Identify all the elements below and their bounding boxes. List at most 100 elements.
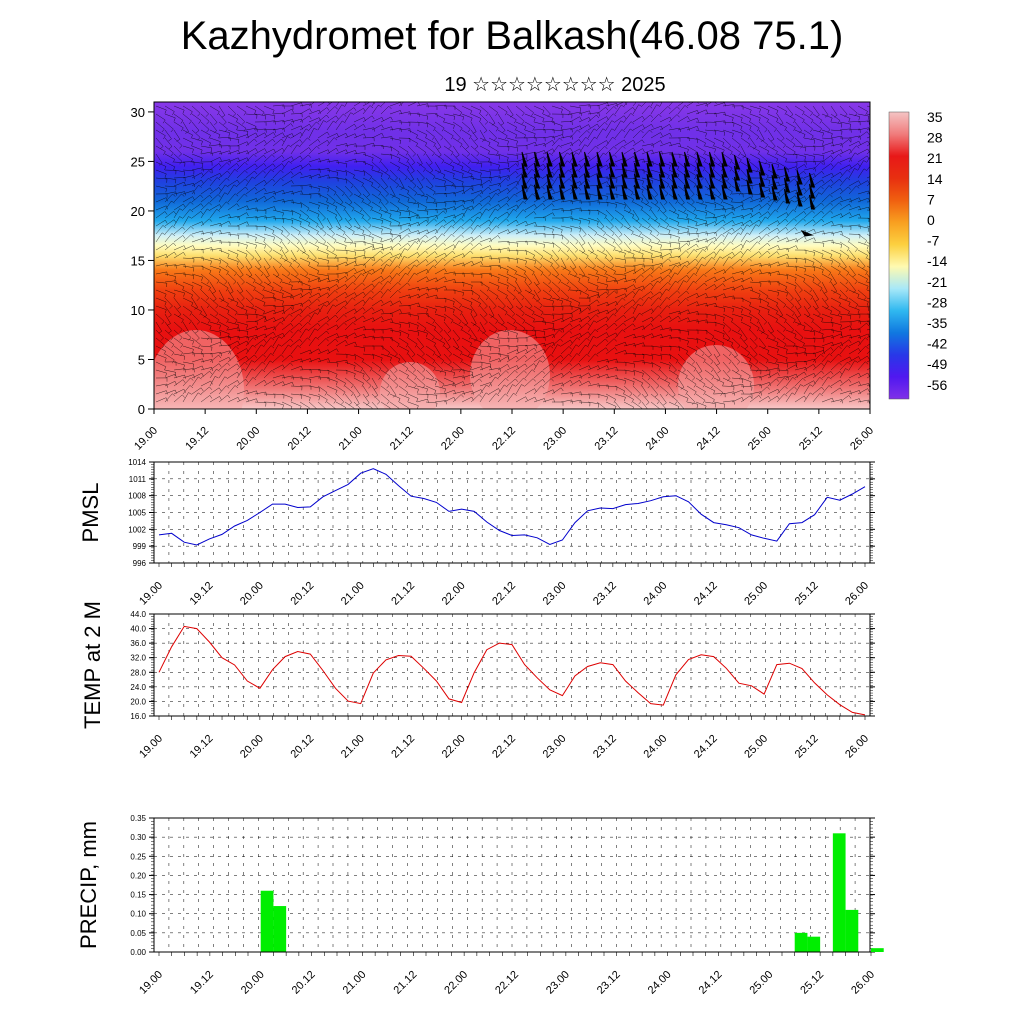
wind-barb [758, 250, 771, 259]
wind-barb [614, 115, 627, 123]
wind-barb [794, 367, 807, 372]
wind-barb [218, 376, 229, 387]
wind-barb [596, 128, 607, 139]
wind-barb [218, 159, 231, 164]
wind-barb [848, 163, 861, 171]
wind-barb [830, 342, 843, 347]
jet-flag [671, 151, 678, 167]
wind-barb [236, 281, 244, 294]
wind-barb [281, 123, 294, 131]
wind-barb [443, 271, 456, 276]
wind-barb [281, 375, 294, 380]
y-tick-label: 0.35 [130, 814, 146, 823]
jet-flag [609, 162, 616, 178]
x-tick-label: 22.12 [490, 580, 518, 608]
jet-flag [784, 177, 791, 193]
wind-barb [677, 393, 689, 402]
wind-barb [767, 270, 780, 275]
wind-barb [758, 216, 769, 227]
wind-barb [821, 385, 833, 395]
wind-barb [380, 136, 393, 141]
wind-barb [191, 353, 204, 358]
wind-barb [767, 289, 780, 297]
y-tick-label: 999 [133, 542, 147, 551]
wind-barb [740, 207, 753, 213]
wind-barb [227, 354, 239, 363]
wind-barb [290, 288, 303, 293]
wind-barb [650, 361, 661, 371]
wind-barb [569, 152, 580, 163]
wind-barb [470, 113, 482, 123]
wind-barb [632, 274, 644, 283]
wind-barb [308, 145, 320, 155]
wind-barb [596, 145, 608, 155]
wind-barb [695, 121, 708, 127]
wind-barb [488, 175, 501, 180]
wind-barb [281, 217, 294, 225]
colorbar-label: 7 [927, 191, 935, 207]
wind-barb [587, 309, 600, 315]
wind-barb [227, 157, 240, 163]
wind-barb [299, 137, 311, 147]
wind-barb [479, 208, 490, 219]
wind-barb [785, 195, 798, 203]
wind-barb [164, 251, 177, 259]
wind-barb [704, 276, 717, 283]
wind-barb [497, 229, 510, 235]
wind-barb [758, 271, 771, 277]
wind-barb [389, 201, 400, 212]
wind-barb [281, 289, 293, 299]
wind-barb [524, 230, 537, 235]
wind-barb [713, 305, 726, 313]
panel-frame [153, 817, 871, 953]
wind-barb [713, 353, 721, 366]
wind-barb [416, 177, 424, 190]
wind-barb [182, 121, 189, 134]
wind-barb [776, 253, 789, 259]
wind-barb [200, 257, 212, 265]
wind-barb [434, 145, 442, 158]
x-tick-label: 26.00 [848, 425, 876, 453]
colorbar-label: -49 [927, 356, 947, 372]
wind-barb [254, 170, 266, 179]
wind-barb [200, 194, 213, 203]
wind-barb [704, 385, 716, 395]
wind-barb [236, 257, 245, 270]
wind-barb [641, 291, 654, 299]
jet-flag [746, 157, 753, 173]
wind-barb [443, 225, 455, 235]
wind-barb [425, 243, 438, 251]
wind-barb [686, 153, 698, 163]
wind-barb [344, 225, 355, 236]
wind-barb [506, 289, 516, 301]
wind-barb [695, 273, 707, 283]
wind-barb [326, 385, 338, 394]
wind-barb [443, 337, 451, 350]
wind-barb [812, 393, 823, 403]
wind-barb [308, 225, 319, 235]
wind-barb [272, 155, 285, 163]
wind-barb [821, 370, 834, 379]
wind-barb [506, 345, 519, 351]
wind-barb [794, 371, 807, 379]
wind-barb [434, 305, 447, 312]
wind-barb [488, 393, 500, 403]
wind-barb [191, 121, 200, 134]
wind-barb [263, 360, 274, 371]
wind-barb [812, 265, 824, 274]
jet-flag [621, 151, 628, 167]
x-tick-label: 25.12 [797, 425, 825, 453]
wind-barb [155, 105, 167, 114]
wind-barb [560, 281, 571, 292]
wind-barb [281, 362, 293, 371]
wind-barb [218, 121, 228, 133]
wind-barb [425, 259, 438, 267]
wind-barb [596, 281, 608, 289]
x-tick-label: 19.00 [132, 425, 160, 453]
wind-barb [182, 377, 194, 387]
wind-barb [524, 354, 537, 363]
wind-barb [452, 145, 460, 158]
jet-flag [784, 166, 791, 182]
wind-barb [848, 185, 860, 195]
wind-barb [317, 385, 328, 396]
